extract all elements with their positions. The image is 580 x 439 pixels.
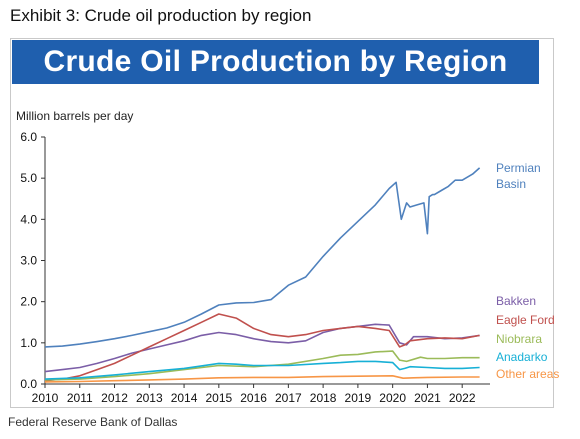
series-line-permian-basin (44, 167, 481, 348)
y-tick-label: 6.0 (20, 130, 37, 144)
x-tick-label: 2010 (32, 391, 59, 405)
x-tick-label: 2015 (205, 391, 232, 405)
x-tick-label: 2021 (414, 391, 441, 405)
x-tick-label: 2014 (171, 391, 198, 405)
x-tick-label: 2018 (310, 391, 337, 405)
y-tick-label: 4.0 (20, 212, 37, 226)
y-tick-label: 2.0 (20, 295, 37, 309)
y-tick-label: 3.0 (20, 254, 37, 268)
series-label-other-areas: Other areas (496, 367, 559, 381)
series-line-anadarko (44, 360, 480, 380)
x-tick-label: 2022 (449, 391, 476, 405)
x-tick-label: 2017 (275, 391, 302, 405)
series-label-eagle-ford: Eagle Ford (496, 313, 555, 327)
x-tick-label: 2016 (240, 391, 267, 405)
y-tick-label: 5.0 (20, 171, 37, 185)
chart-title: Crude Oil Production by Region (43, 45, 508, 78)
series-line-eagle-ford (44, 313, 480, 382)
x-tick-label: 2013 (136, 391, 163, 405)
x-tick-label: 2012 (101, 391, 128, 405)
series-line-other-areas (44, 374, 480, 383)
x-tick-label: 2011 (67, 391, 93, 405)
chart-banner: Crude Oil Production by Region (12, 40, 539, 84)
series-label-bakken: Bakken (496, 294, 536, 308)
series-label-permian-basin: Permian (496, 161, 541, 175)
series-label-niobrara: Niobrara (496, 332, 542, 346)
y-tick-label: 1.0 (20, 336, 37, 350)
x-tick-label: 2019 (345, 391, 372, 405)
exhibit-title: Exhibit 3: Crude oil production by regio… (10, 6, 312, 25)
y-tick-label: 0.0 (20, 377, 37, 391)
series-label-permian-basin: Basin (496, 177, 526, 191)
chart-frame (10, 38, 554, 408)
series-label-anadarko: Anadarko (496, 350, 548, 364)
x-tick-label: 2020 (379, 391, 406, 405)
y-axis-title: Million barrels per day (16, 109, 134, 123)
series-line-niobrara (44, 350, 480, 381)
source-note: Federal Reserve Bank of Dallas (8, 415, 178, 429)
